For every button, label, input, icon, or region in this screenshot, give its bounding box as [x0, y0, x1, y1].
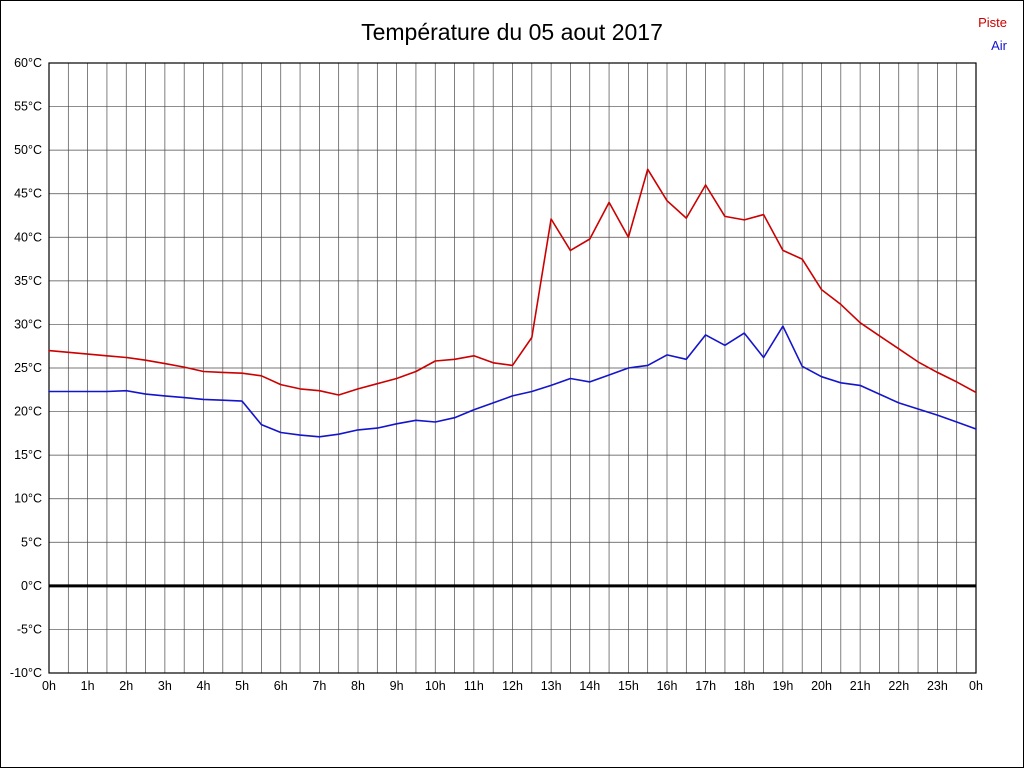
y-axis-tick-label: 40°C [14, 230, 42, 244]
x-axis-tick-label: 6h [274, 679, 288, 693]
x-axis-tick-label: 5h [235, 679, 249, 693]
y-axis-tick-label: 55°C [14, 100, 42, 114]
x-axis-tick-label: 0h [42, 679, 56, 693]
y-axis-tick-label: 50°C [14, 143, 42, 157]
x-axis-tick-label: 9h [390, 679, 404, 693]
x-axis-tick-label: 4h [197, 679, 211, 693]
x-axis-tick-label: 10h [425, 679, 446, 693]
x-axis-tick-label: 0h [969, 679, 983, 693]
series-line-air [48, 325, 977, 438]
plot-border [48, 62, 977, 674]
series-line-piste [48, 168, 977, 396]
chart-title: Température du 05 aout 2017 [361, 19, 663, 45]
x-axis-tick-label: 21h [850, 679, 871, 693]
y-axis-tick-label: -10°C [10, 666, 42, 680]
x-axis-tick-label: 3h [158, 679, 172, 693]
x-axis-tick-label: 7h [312, 679, 326, 693]
x-axis-tick-label: 2h [119, 679, 133, 693]
x-axis-tick-label: 13h [541, 679, 562, 693]
y-axis-tick-label: 25°C [14, 361, 42, 375]
y-axis-tick-label: 60°C [14, 56, 42, 70]
y-axis-tick-label: 5°C [21, 535, 42, 549]
x-axis-tick-label: 11h [464, 679, 484, 693]
y-axis-tick-label: 35°C [14, 274, 42, 288]
x-axis-tick-label: 17h [695, 679, 716, 693]
x-axis-tick-label: 20h [811, 679, 832, 693]
y-axis-tick-label: 10°C [14, 492, 42, 506]
x-axis-tick-label: 12h [502, 679, 523, 693]
x-axis-tick-label: 15h [618, 679, 639, 693]
y-axis-tick-label: 20°C [14, 405, 42, 419]
legend-item-air: Air [991, 38, 1007, 53]
x-axis-tick-label: 8h [351, 679, 365, 693]
x-axis-tick-label: 22h [888, 679, 909, 693]
x-axis-tick-label: 14h [579, 679, 600, 693]
x-axis-tick-label: 16h [657, 679, 678, 693]
x-axis-tick-label: 18h [734, 679, 755, 693]
y-axis-tick-label: -5°C [17, 622, 42, 636]
x-axis-tick-label: 23h [927, 679, 948, 693]
x-axis-tick-label: 1h [81, 679, 95, 693]
y-axis-tick-label: 45°C [14, 187, 42, 201]
legend-item-piste: Piste [978, 15, 1007, 30]
x-axis-tick-label: 19h [772, 679, 793, 693]
y-axis-tick-label: 0°C [21, 579, 42, 593]
y-axis-tick-label: 15°C [14, 448, 42, 462]
y-axis-tick-label: 30°C [14, 317, 42, 331]
legend: Piste Air [978, 11, 1007, 57]
